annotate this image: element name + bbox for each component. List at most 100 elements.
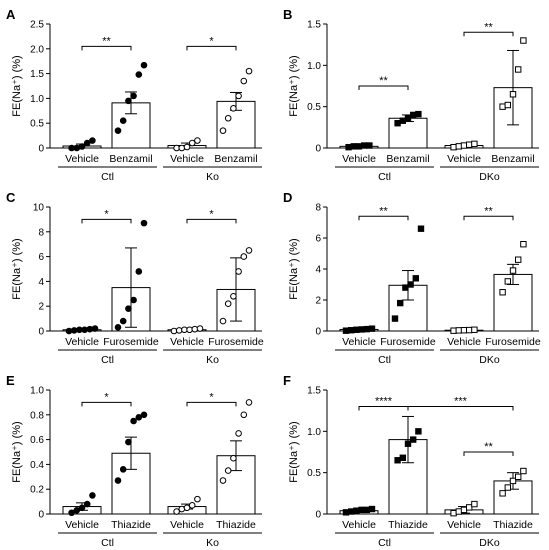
data-point	[368, 505, 376, 513]
y-tick-label: 0.2	[30, 485, 44, 496]
x-tick-label: Furosemide	[485, 336, 541, 348]
data-point	[73, 506, 81, 514]
y-tick-label: 2	[38, 302, 44, 313]
data-point	[196, 325, 204, 332]
data-point	[188, 139, 196, 147]
data-point	[89, 492, 96, 499]
data-point	[89, 137, 96, 144]
x-tick-label: Benzamil	[214, 153, 257, 165]
data-point	[83, 500, 91, 508]
data-point	[135, 413, 143, 421]
y-axis-label: FE(Na⁺) (%)	[288, 238, 300, 299]
data-point	[342, 509, 350, 516]
data-point	[515, 256, 522, 263]
y-tick-label: 0.5	[307, 468, 321, 479]
significance-label: *	[209, 391, 214, 403]
data-point	[245, 399, 253, 406]
data-point	[240, 253, 248, 260]
significance-bracket	[81, 218, 132, 224]
data-point	[135, 71, 143, 78]
significance-bracket	[81, 401, 132, 407]
y-tick-label: 0.6	[30, 435, 44, 446]
data-point	[504, 278, 512, 285]
data-point	[135, 268, 143, 275]
y-tick-label: 10	[33, 203, 45, 214]
y-tick-label: 1.5	[307, 20, 321, 31]
y-tick-label: 1.5	[307, 386, 321, 397]
significance-label: ****	[375, 396, 393, 408]
x-tick-label: Vehicle	[342, 519, 376, 531]
data-point	[471, 500, 478, 508]
data-point	[219, 127, 227, 134]
y-tick-label: 0	[315, 510, 321, 521]
panel-letter: A	[6, 7, 16, 22]
group-label: DKo	[479, 171, 500, 183]
significance-bracket	[186, 401, 237, 407]
data-point	[368, 325, 376, 332]
data-point	[235, 430, 242, 437]
data-point	[183, 143, 191, 151]
y-tick-label: 4	[38, 277, 44, 288]
data-point	[466, 326, 473, 334]
group-label: Ctl	[101, 537, 114, 549]
data-point	[450, 327, 457, 334]
data-point	[235, 268, 242, 275]
group-label: Ctl	[378, 171, 391, 183]
data-point	[183, 504, 191, 512]
data-point	[515, 66, 522, 73]
panel-f: F FE(Na⁺) (%) 0 0.5 1.0 1.5 Vehicle Thiazide Veh…	[283, 373, 539, 549]
y-tick-label: 0	[38, 144, 44, 155]
y-axis-label: FE(Na⁺) (%)	[288, 421, 300, 482]
significance-label: **	[484, 21, 493, 33]
data-point	[350, 143, 357, 150]
significance-bracket	[358, 215, 409, 221]
data-point	[520, 467, 527, 475]
significance-label: *	[209, 35, 214, 47]
data-point	[342, 327, 350, 334]
data-point	[404, 115, 412, 122]
data-point	[410, 111, 417, 119]
significance-bracket	[81, 45, 132, 51]
y-tick-label: 8	[38, 227, 44, 238]
significance-bracket	[463, 215, 514, 221]
data-point	[363, 325, 370, 333]
x-tick-label: Thiazide	[388, 519, 428, 531]
data-point	[460, 327, 468, 334]
data-point	[358, 326, 365, 333]
data-point	[499, 289, 506, 296]
panel-a: A FE(Na⁺) (%) 0 0.5 1.0 1.5 2.0 2.5 Vehicle Benza…	[6, 7, 262, 183]
data-point	[402, 284, 409, 291]
group-label: Ko	[206, 171, 219, 183]
data-point	[240, 411, 248, 419]
data-point	[83, 139, 91, 147]
data-point	[240, 77, 248, 85]
data-point	[466, 141, 473, 148]
data-point	[355, 143, 363, 150]
data-point	[348, 327, 355, 334]
data-point	[499, 103, 506, 110]
data-point	[230, 292, 237, 300]
data-point	[455, 327, 463, 334]
y-tick-label: 1.0	[30, 94, 44, 105]
data-point	[509, 91, 517, 98]
y-axis-label: FE(Na⁺) (%)	[11, 421, 23, 482]
data-point	[415, 110, 422, 118]
data-point	[140, 61, 148, 69]
significance-label: ***	[454, 396, 468, 408]
data-point	[125, 305, 132, 312]
x-tick-label: Vehicle	[170, 519, 204, 531]
x-tick-label: Furosemide	[103, 336, 159, 348]
group-label: DKo	[479, 537, 500, 549]
significance-label: **	[102, 35, 111, 47]
data-point	[391, 315, 399, 322]
x-tick-label: Vehicle	[447, 519, 481, 531]
significance-label: *	[104, 208, 109, 220]
data-point	[68, 509, 75, 517]
y-tick-label: 6	[315, 234, 321, 245]
x-tick-label: Vehicle	[65, 336, 99, 348]
y-tick-label: 1.0	[307, 61, 321, 72]
significance-label: **	[379, 75, 388, 87]
data-point	[353, 507, 360, 514]
x-tick-label: Vehicle	[170, 336, 204, 348]
data-point	[399, 454, 406, 461]
